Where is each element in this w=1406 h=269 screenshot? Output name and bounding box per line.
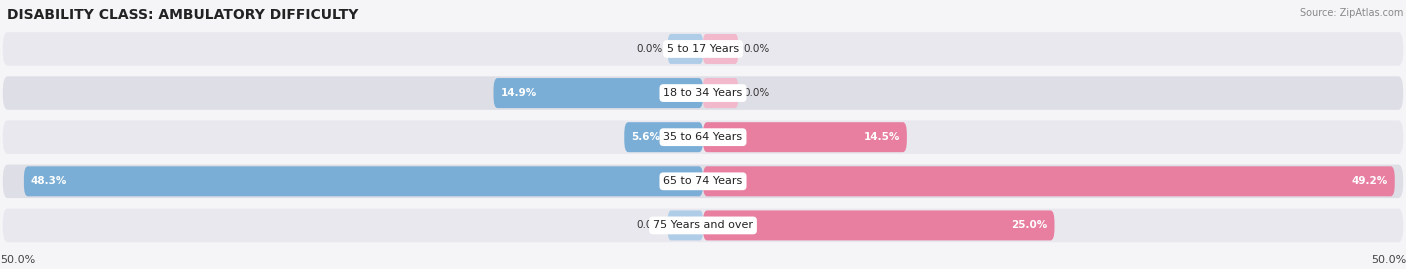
Text: 14.9%: 14.9% <box>501 88 537 98</box>
Text: 0.0%: 0.0% <box>744 44 770 54</box>
Text: 75 Years and over: 75 Years and over <box>652 220 754 231</box>
FancyBboxPatch shape <box>668 34 703 64</box>
Text: 35 to 64 Years: 35 to 64 Years <box>664 132 742 142</box>
FancyBboxPatch shape <box>703 34 738 64</box>
Text: DISABILITY CLASS: AMBULATORY DIFFICULTY: DISABILITY CLASS: AMBULATORY DIFFICULTY <box>7 8 359 22</box>
FancyBboxPatch shape <box>703 166 1395 196</box>
Text: 18 to 34 Years: 18 to 34 Years <box>664 88 742 98</box>
FancyBboxPatch shape <box>624 122 703 152</box>
FancyBboxPatch shape <box>703 122 907 152</box>
Text: 49.2%: 49.2% <box>1351 176 1388 186</box>
FancyBboxPatch shape <box>3 165 1403 198</box>
FancyBboxPatch shape <box>494 78 703 108</box>
FancyBboxPatch shape <box>703 210 1054 240</box>
Text: 0.0%: 0.0% <box>744 88 770 98</box>
Text: 5.6%: 5.6% <box>631 132 661 142</box>
Text: 25.0%: 25.0% <box>1011 220 1047 231</box>
Text: Source: ZipAtlas.com: Source: ZipAtlas.com <box>1299 8 1403 18</box>
Text: 0.0%: 0.0% <box>636 44 662 54</box>
FancyBboxPatch shape <box>668 210 703 240</box>
Text: 50.0%: 50.0% <box>0 256 35 266</box>
FancyBboxPatch shape <box>3 209 1403 242</box>
FancyBboxPatch shape <box>3 32 1403 66</box>
FancyBboxPatch shape <box>24 166 703 196</box>
Text: 65 to 74 Years: 65 to 74 Years <box>664 176 742 186</box>
FancyBboxPatch shape <box>703 78 738 108</box>
Text: 14.5%: 14.5% <box>863 132 900 142</box>
FancyBboxPatch shape <box>3 121 1403 154</box>
Text: 5 to 17 Years: 5 to 17 Years <box>666 44 740 54</box>
Text: 48.3%: 48.3% <box>31 176 67 186</box>
Text: 50.0%: 50.0% <box>1371 256 1406 266</box>
FancyBboxPatch shape <box>3 76 1403 110</box>
Text: 0.0%: 0.0% <box>636 220 662 231</box>
